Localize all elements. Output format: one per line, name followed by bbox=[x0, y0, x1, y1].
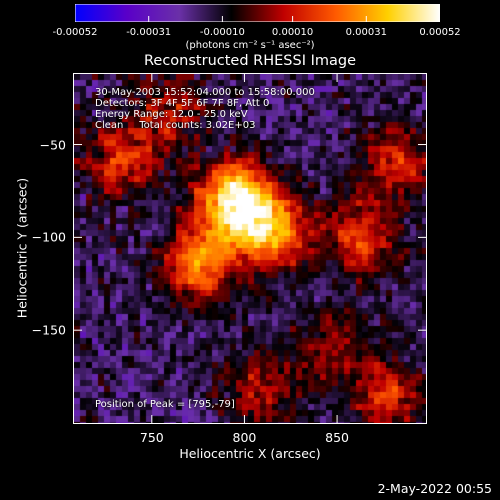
annotation-time-range: 30-May-2003 15:52:04.000 to 15:58:00.000 bbox=[95, 87, 315, 98]
colorbar-tick-label: 0.00052 bbox=[419, 27, 461, 38]
y-tick-label: −100 bbox=[31, 229, 66, 245]
peak-position-label: Position of Peak = [795,-79] bbox=[95, 399, 235, 410]
colorbar-gradient bbox=[75, 4, 440, 22]
x-axis-label: Heliocentric X (arcsec) bbox=[179, 446, 321, 461]
y-tick-label: −150 bbox=[31, 322, 66, 338]
heatmap-image bbox=[74, 74, 426, 423]
x-tick-label: 850 bbox=[325, 430, 349, 445]
y-tick-label: −50 bbox=[39, 137, 66, 153]
plot-area: 30-May-2003 15:52:04.000 to 15:58:00.000… bbox=[73, 73, 427, 424]
colorbar-units: (photons cm⁻² s⁻¹ asec⁻²) bbox=[185, 40, 315, 51]
y-axis-label: Heliocentric Y (arcsec) bbox=[14, 177, 30, 319]
colorbar-tick-label: -0.00010 bbox=[199, 27, 245, 38]
colorbar-tick-label: 0.00031 bbox=[345, 27, 387, 38]
annotation-clean-counts: Clean Total counts: 3.02E+03 bbox=[95, 120, 256, 131]
plot-ticks bbox=[74, 74, 426, 423]
x-tick-label: 800 bbox=[232, 430, 257, 445]
colorbar-tick-label: -0.00052 bbox=[52, 27, 98, 38]
chart-title: Reconstructed RHESSI Image bbox=[143, 53, 356, 69]
colorbar-tick-labels: -0.00052 -0.00031 -0.00010 0.00010 0.00031 0.… bbox=[0, 22, 500, 40]
x-tick-label: 750 bbox=[139, 430, 164, 445]
annotation-detectors: Detectors: 3F 4F 5F 6F 7F 8F, Att 0 bbox=[95, 98, 270, 109]
colorbar-tick-label: 0.00010 bbox=[271, 27, 314, 38]
annotation-energy-range: Energy Range: 12.0 - 25.0 keV bbox=[95, 109, 248, 120]
colorbar bbox=[75, 4, 440, 22]
colorbar-tick-label: -0.00031 bbox=[126, 27, 172, 38]
timestamp: 2-May-2022 00:55 bbox=[377, 481, 492, 496]
